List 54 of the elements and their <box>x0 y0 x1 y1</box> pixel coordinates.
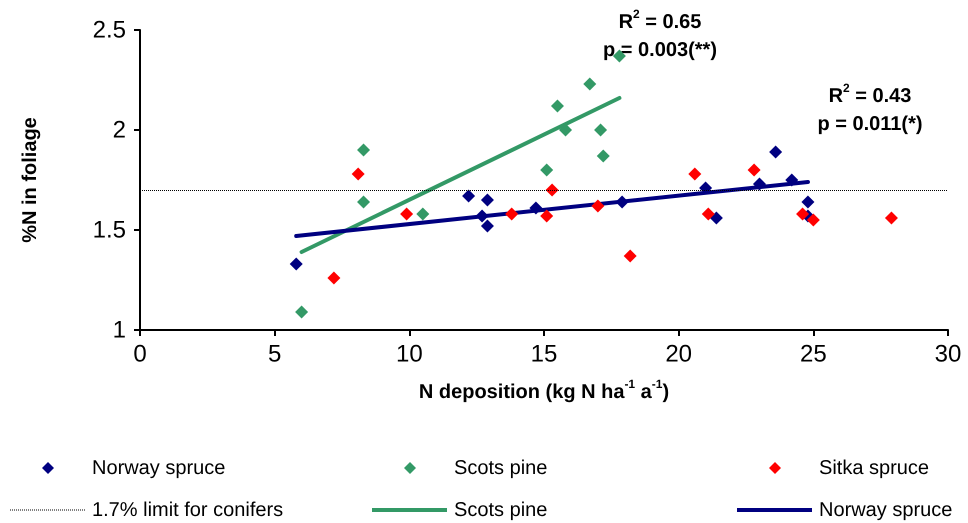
point <box>710 212 723 224</box>
x-tick-label: 5 <box>268 340 282 368</box>
point <box>616 196 629 208</box>
point <box>748 164 761 176</box>
legend-label: 1.7% limit for conifers <box>92 499 284 521</box>
point <box>884 212 898 224</box>
legend-label: Norway spruce <box>92 457 226 479</box>
legend-label: Sitka spruce <box>819 457 930 479</box>
y-tick-label: 2.5 <box>92 16 126 44</box>
point <box>596 150 610 162</box>
point <box>594 124 608 136</box>
point <box>540 210 554 222</box>
point <box>550 100 564 112</box>
point <box>529 202 542 214</box>
point <box>290 258 303 270</box>
point <box>591 200 604 212</box>
point <box>769 146 782 158</box>
legend-label: Scots pine <box>454 457 548 479</box>
point <box>559 124 572 136</box>
point <box>801 196 814 208</box>
point <box>624 250 637 262</box>
x-tick-label: 25 <box>800 340 827 368</box>
point <box>688 168 702 180</box>
point <box>476 210 489 222</box>
point <box>806 214 820 226</box>
point <box>583 78 596 90</box>
point <box>352 168 365 180</box>
point <box>480 194 494 206</box>
point <box>546 184 559 196</box>
point <box>357 144 370 156</box>
point <box>462 190 476 202</box>
point <box>295 306 308 318</box>
x-tick-label: 0 <box>133 340 147 368</box>
point <box>480 220 494 232</box>
y-axis-title: %N in foliage <box>19 117 41 243</box>
point <box>702 208 715 220</box>
point <box>505 208 518 220</box>
point <box>752 178 766 190</box>
y-tick-label: 2 <box>112 116 126 144</box>
legend-label: Norway spruce <box>819 499 952 521</box>
point <box>327 272 340 284</box>
x-tick-label: 10 <box>396 340 423 368</box>
point <box>400 208 414 220</box>
point <box>796 208 810 220</box>
x-tick-label: 15 <box>530 340 558 368</box>
y-tick-label: 1.5 <box>92 216 126 244</box>
x-tick-label: 20 <box>665 340 692 368</box>
point <box>357 196 370 208</box>
point <box>785 174 798 186</box>
point <box>416 208 430 220</box>
x-tick-label: 30 <box>934 340 962 368</box>
point <box>540 164 554 176</box>
legend-label: Scots pine <box>454 499 548 521</box>
y-tick-label: 1 <box>112 316 126 344</box>
